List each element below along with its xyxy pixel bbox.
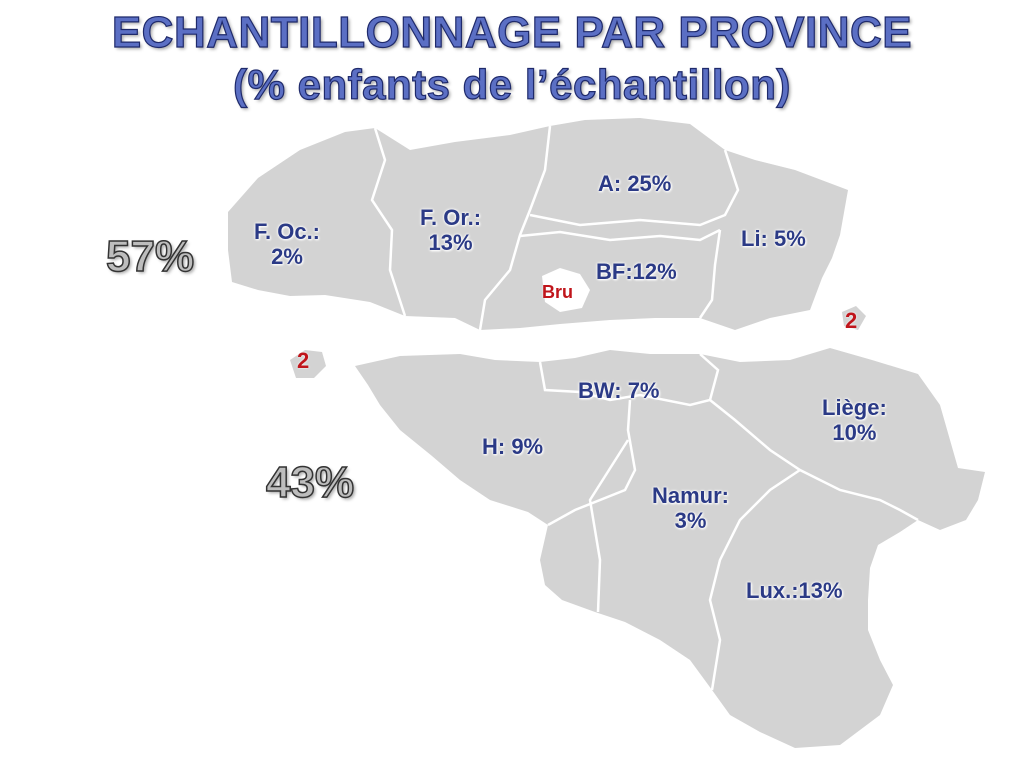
north-total-label: 57% (105, 231, 195, 282)
label-lux: Lux.:13% (746, 578, 843, 603)
label-liege: Liège: 10% (822, 395, 887, 445)
label-f-oc: F. Oc.: 2% (254, 219, 320, 269)
label-liege-text: Liège: 10% (822, 395, 887, 445)
page-subtitle: (% enfants de l’échantillon) (233, 61, 791, 108)
label-f-or: F. Or.: 13% (420, 205, 481, 255)
label-bf: BF:12% (596, 259, 677, 284)
south-total-label: 43% (265, 457, 355, 508)
label-namur: Namur: 3% (652, 483, 729, 533)
label-bw: BW: 7% (578, 378, 660, 403)
wallonia-region (355, 348, 985, 748)
brussels-area (542, 268, 590, 312)
flanders-region (228, 118, 848, 330)
marker-south: 2 (297, 348, 310, 373)
label-a: A: 25% (598, 171, 672, 196)
label-namur-text: Namur: 3% (652, 483, 730, 533)
label-f-oc-text: F. Oc.: 2% (254, 219, 321, 269)
label-li: Li: 5% (741, 226, 806, 251)
page-title: ECHANTILLONNAGE PAR PROVINCE (111, 8, 913, 57)
exclave-east (842, 306, 866, 330)
marker-north: 2 (845, 308, 858, 333)
exclave-west (290, 350, 326, 378)
label-f-or-text: F. Or.: 13% (420, 205, 482, 255)
label-brussels: Bru (542, 282, 573, 302)
label-h: H: 9% (482, 434, 544, 459)
